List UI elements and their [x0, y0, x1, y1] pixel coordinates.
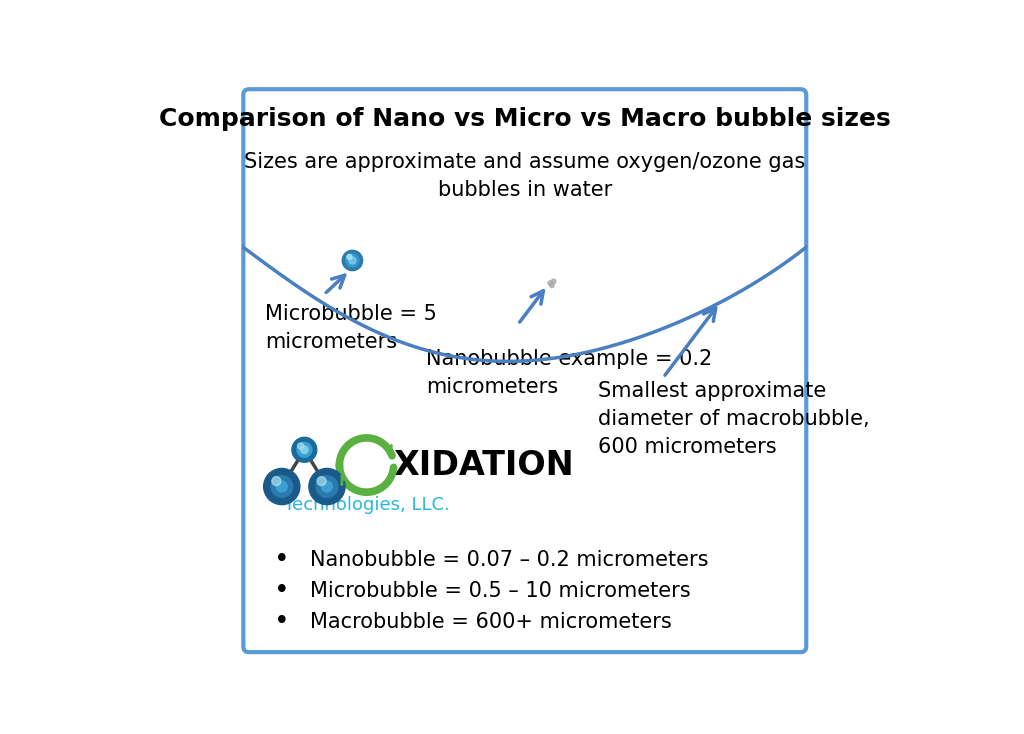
Circle shape	[347, 255, 352, 259]
Circle shape	[276, 481, 287, 492]
FancyBboxPatch shape	[244, 90, 806, 652]
Text: Sizes are approximate and assume oxygen/ozone gas
bubbles in water: Sizes are approximate and assume oxygen/…	[244, 152, 806, 200]
Circle shape	[316, 476, 338, 498]
Text: •: •	[274, 578, 290, 604]
Circle shape	[317, 476, 326, 486]
Text: Microbubble = 5
micrometers: Microbubble = 5 micrometers	[265, 305, 436, 352]
Circle shape	[301, 446, 308, 454]
Text: Comparison of Nano vs Micro vs Macro bubble sizes: Comparison of Nano vs Micro vs Macro bub…	[159, 107, 891, 131]
Circle shape	[309, 468, 345, 504]
Circle shape	[298, 443, 304, 449]
Text: •: •	[274, 609, 290, 635]
Circle shape	[322, 481, 333, 492]
Text: •: •	[274, 547, 290, 573]
Circle shape	[551, 279, 556, 283]
Text: XIDATION: XIDATION	[393, 448, 573, 482]
Circle shape	[271, 476, 293, 498]
Circle shape	[297, 443, 312, 457]
Circle shape	[349, 257, 356, 264]
Text: Microbubble = 0.5 – 10 micrometers: Microbubble = 0.5 – 10 micrometers	[310, 581, 690, 601]
Text: Nanobubble = 0.07 – 0.2 micrometers: Nanobubble = 0.07 – 0.2 micrometers	[310, 550, 709, 570]
Text: Macrobubble = 600+ micrometers: Macrobubble = 600+ micrometers	[310, 612, 672, 632]
Circle shape	[271, 476, 281, 486]
Text: Nanobubble example = 0.2
micrometers: Nanobubble example = 0.2 micrometers	[426, 349, 712, 398]
Circle shape	[548, 281, 553, 286]
Circle shape	[550, 283, 554, 288]
Circle shape	[264, 468, 300, 504]
Circle shape	[342, 250, 362, 271]
Text: Smallest approximate
diameter of macrobubble,
600 micrometers: Smallest approximate diameter of macrobu…	[598, 381, 870, 457]
Text: Technologies, LLC.: Technologies, LLC.	[284, 495, 450, 514]
Circle shape	[346, 254, 359, 267]
Circle shape	[292, 437, 316, 462]
